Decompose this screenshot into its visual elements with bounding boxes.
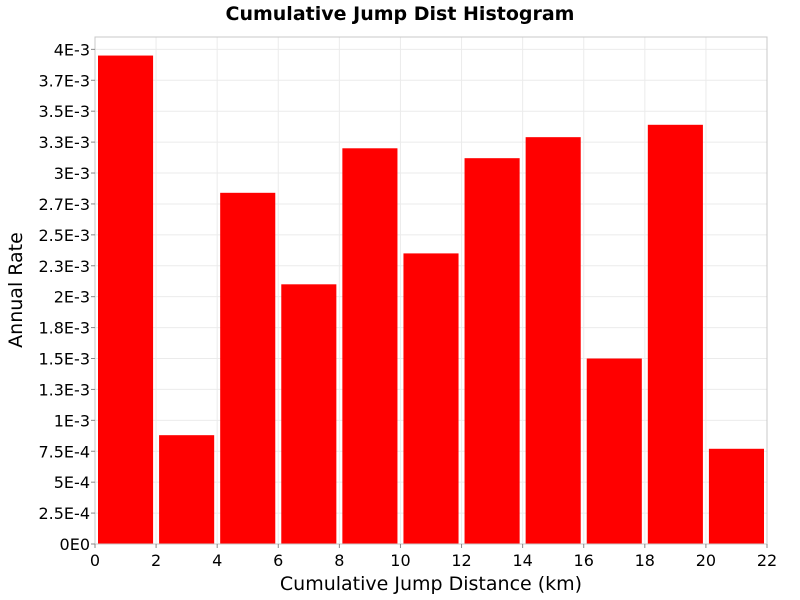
y-tick-label: 3E-3: [54, 164, 90, 183]
y-tick-label: 1.3E-3: [38, 380, 90, 399]
y-tick-label: 7.5E-4: [38, 442, 90, 461]
bar: [586, 358, 642, 544]
bar: [342, 148, 398, 545]
bar: [403, 253, 459, 544]
bar: [708, 448, 764, 544]
x-axis-ticks: 0 2 4 6 8 10 12 14 16 18 20 22: [90, 544, 777, 570]
bar: [98, 55, 154, 545]
x-tick-label: 14: [512, 551, 532, 570]
y-axis-ticks: 0E0 2.5E-4 5E-4 7.5E-4 1E-3 1.3E-3 1.5E-3 1.8E-…: [38, 40, 95, 554]
x-tick-label: 0: [90, 551, 100, 570]
y-tick-label: 2E-3: [54, 288, 90, 307]
bar: [464, 158, 520, 544]
bars: [98, 55, 764, 545]
x-tick-label: 10: [390, 551, 410, 570]
bar: [281, 284, 337, 544]
y-tick-label: 1.5E-3: [38, 350, 90, 369]
x-tick-label: 2: [151, 551, 161, 570]
y-tick-label: 1E-3: [54, 411, 90, 430]
y-tick-label: 3.5E-3: [38, 102, 90, 121]
y-tick-label: 4E-3: [54, 40, 90, 59]
x-tick-label: 6: [273, 551, 283, 570]
x-tick-label: 18: [635, 551, 655, 570]
y-tick-label: 2.5E-4: [38, 504, 90, 523]
bar: [159, 435, 215, 544]
bar: [525, 137, 581, 544]
x-axis-title: Cumulative Jump Distance (km): [280, 573, 582, 595]
y-tick-label: 2.7E-3: [38, 195, 90, 214]
bar: [647, 124, 703, 545]
y-tick-label: 0E0: [60, 535, 90, 554]
x-tick-label: 16: [574, 551, 594, 570]
y-axis-title: Annual Rate: [5, 232, 27, 348]
y-tick-label: 2.3E-3: [38, 257, 90, 276]
y-tick-label: 5E-4: [54, 473, 90, 492]
bar: [220, 192, 276, 544]
plot-border: [94, 36, 768, 545]
x-tick-label: 8: [334, 551, 344, 570]
y-tick-label: 2.5E-3: [38, 226, 90, 245]
y-tick-label: 3.3E-3: [38, 133, 90, 152]
x-tick-label: 22: [757, 551, 777, 570]
y-tick-label: 1.8E-3: [38, 319, 90, 338]
x-tick-label: 4: [212, 551, 222, 570]
y-tick-label: 3.7E-3: [38, 71, 90, 90]
x-tick-label: 12: [451, 551, 471, 570]
chart-title: Cumulative Jump Dist Histogram: [226, 3, 575, 25]
x-tick-label: 20: [696, 551, 716, 570]
